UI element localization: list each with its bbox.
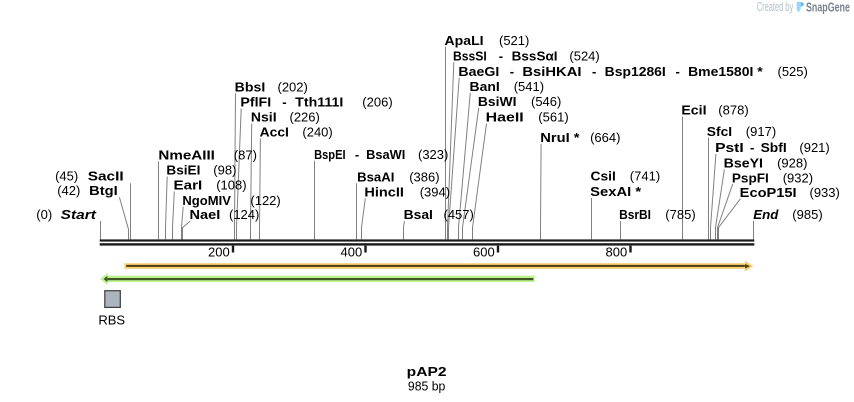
svg-text:pAP2: pAP2: [407, 364, 447, 379]
svg-text:EcoP15I: EcoP15I: [740, 185, 797, 200]
svg-text:200: 200: [208, 244, 230, 259]
svg-text:BsiHKAI: BsiHKAI: [522, 64, 581, 79]
svg-text:SbfI: SbfI: [761, 140, 787, 155]
svg-text:(741): (741): [630, 169, 660, 184]
svg-text:(323): (323): [418, 147, 448, 162]
svg-text:(524): (524): [569, 48, 599, 63]
svg-text:RBS: RBS: [98, 312, 125, 327]
svg-text:(664): (664): [590, 130, 620, 145]
svg-text:Tth111I: Tth111I: [295, 95, 343, 110]
svg-text:Bsp1286I: Bsp1286I: [605, 64, 666, 79]
svg-text:NmeAIII: NmeAIII: [158, 147, 215, 162]
svg-text:(561): (561): [538, 110, 568, 125]
svg-text:(457): (457): [444, 207, 474, 222]
svg-text:BsiEI: BsiEI: [166, 163, 200, 178]
svg-text:(98): (98): [213, 163, 236, 178]
svg-text:PflFI: PflFI: [240, 95, 271, 110]
svg-text:AccI: AccI: [260, 125, 289, 140]
svg-text:BssSαI: BssSαI: [512, 48, 558, 63]
svg-text:(45): (45): [55, 169, 78, 184]
svg-text:BaeGI: BaeGI: [458, 64, 499, 79]
svg-text:-: -: [676, 64, 680, 79]
svg-text:(202): (202): [278, 79, 308, 94]
svg-text:BssSI: BssSI: [453, 48, 487, 63]
svg-text:NgoMIV: NgoMIV: [182, 193, 231, 208]
svg-text:BbsI: BbsI: [235, 79, 266, 94]
svg-text:(928): (928): [777, 156, 807, 171]
svg-text:BsaI: BsaI: [404, 207, 433, 222]
svg-text:BseYI: BseYI: [724, 156, 763, 171]
svg-text:(525): (525): [778, 64, 808, 79]
svg-text:-: -: [282, 95, 286, 110]
svg-text:(932): (932): [783, 170, 813, 185]
svg-text:BspEI: BspEI: [314, 147, 346, 162]
svg-text:PspFI: PspFI: [732, 170, 769, 185]
svg-text:400: 400: [340, 244, 362, 259]
svg-text:600: 600: [473, 244, 495, 259]
svg-text:(206): (206): [362, 95, 392, 110]
svg-text:(541): (541): [514, 79, 544, 94]
svg-text:BsaWI: BsaWI: [366, 147, 405, 162]
svg-text:NruI *: NruI *: [540, 130, 580, 145]
svg-text:(108): (108): [216, 178, 246, 193]
svg-text:EciI: EciI: [681, 103, 706, 118]
svg-text:-: -: [592, 64, 596, 79]
svg-text:Bme1580I *: Bme1580I *: [688, 64, 764, 79]
svg-text:(985): (985): [792, 207, 822, 222]
svg-text:(0): (0): [36, 207, 52, 222]
svg-text:(878): (878): [718, 103, 748, 118]
svg-text:Created by: Created by: [757, 0, 794, 14]
svg-text:(124): (124): [229, 207, 259, 222]
svg-text:(122): (122): [250, 193, 280, 208]
svg-text:End: End: [753, 207, 779, 222]
svg-text:BsaAI: BsaAI: [357, 169, 394, 184]
svg-text:NaeI: NaeI: [190, 207, 221, 222]
svg-text:SacII: SacII: [88, 169, 124, 184]
svg-text:Start: Start: [61, 207, 97, 222]
svg-text:BanI: BanI: [470, 79, 500, 94]
svg-text:ApaLI: ApaLI: [445, 33, 484, 48]
svg-text:NsiI: NsiI: [251, 110, 277, 125]
svg-text:HincII: HincII: [364, 184, 404, 199]
svg-text:(933): (933): [810, 185, 840, 200]
svg-text:BtgI: BtgI: [89, 183, 118, 198]
svg-text:SfcI: SfcI: [707, 124, 732, 139]
svg-text:(226): (226): [290, 110, 320, 125]
svg-text:-: -: [355, 147, 359, 162]
svg-text:PstI: PstI: [715, 140, 744, 155]
svg-text:EarI: EarI: [174, 178, 203, 193]
svg-text:-: -: [510, 64, 514, 79]
svg-text:985 bp: 985 bp: [408, 378, 445, 393]
svg-text:(42): (42): [57, 183, 80, 198]
svg-text:-: -: [499, 48, 503, 63]
svg-text:-: -: [750, 140, 754, 155]
svg-text:(394): (394): [420, 184, 450, 199]
svg-text:BsrBI: BsrBI: [619, 207, 651, 222]
svg-text:(87): (87): [234, 147, 257, 162]
svg-text:HaeII: HaeII: [486, 110, 524, 125]
svg-text:SnapGene: SnapGene: [806, 0, 850, 14]
svg-text:(521): (521): [499, 33, 529, 48]
svg-text:CsiI: CsiI: [591, 169, 616, 184]
svg-text:(785): (785): [665, 207, 695, 222]
svg-text:(921): (921): [799, 140, 829, 155]
svg-text:BsiWI: BsiWI: [478, 94, 517, 109]
svg-text:800: 800: [605, 244, 627, 259]
svg-text:(386): (386): [409, 169, 439, 184]
svg-text:(917): (917): [746, 124, 776, 139]
svg-text:SexAI *: SexAI *: [590, 184, 642, 199]
svg-text:(546): (546): [531, 94, 561, 109]
svg-text:(240): (240): [302, 125, 332, 140]
